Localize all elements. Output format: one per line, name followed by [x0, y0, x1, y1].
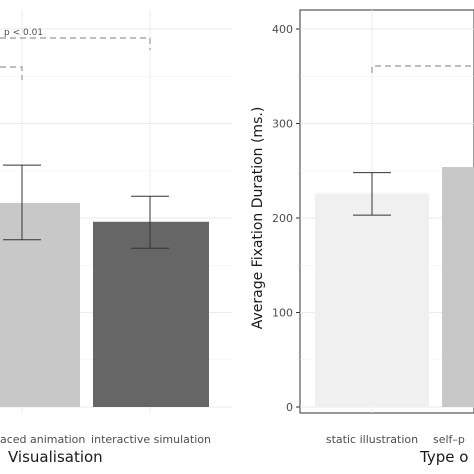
bar: [442, 166, 474, 407]
left-bars: [0, 164, 209, 407]
y-tick-label: 200: [272, 212, 293, 225]
bar: [315, 193, 429, 407]
left-x-axis-title: Visualisation: [8, 448, 103, 466]
right-x-axis-title: Type o: [419, 448, 468, 466]
right-bars: [315, 166, 474, 407]
y-tick-label: 0: [286, 401, 293, 414]
bracket-upper: [0, 37, 151, 50]
left-significance-brackets: [0, 37, 151, 80]
left-panel: aced animation interactive simulation Vis…: [0, 10, 232, 466]
right-significance-bracket: [371, 65, 474, 73]
bar: [0, 202, 80, 407]
y-tick-label: 100: [272, 307, 293, 320]
significance-label: p < 0.01: [4, 28, 43, 38]
left-x-tick-labels: aced animation interactive simulation: [0, 433, 211, 446]
x-tick-label: aced animation: [0, 433, 85, 446]
y-tick-label: 400: [272, 23, 293, 36]
x-tick-label: interactive simulation: [91, 433, 211, 446]
bracket: [371, 65, 474, 73]
bar: [93, 221, 209, 407]
right-x-tick-labels: static illustration self–p: [326, 433, 465, 446]
x-tick-label: static illustration: [326, 433, 418, 446]
bracket-lower: [0, 66, 23, 80]
right-y-axis-title: Average Fixation Duration (ms.): [250, 107, 266, 330]
right-y-tick-labels: 0 100 200 300 400: [272, 23, 300, 414]
x-tick-label: self–p: [433, 433, 465, 446]
y-tick-label: 300: [272, 118, 293, 131]
